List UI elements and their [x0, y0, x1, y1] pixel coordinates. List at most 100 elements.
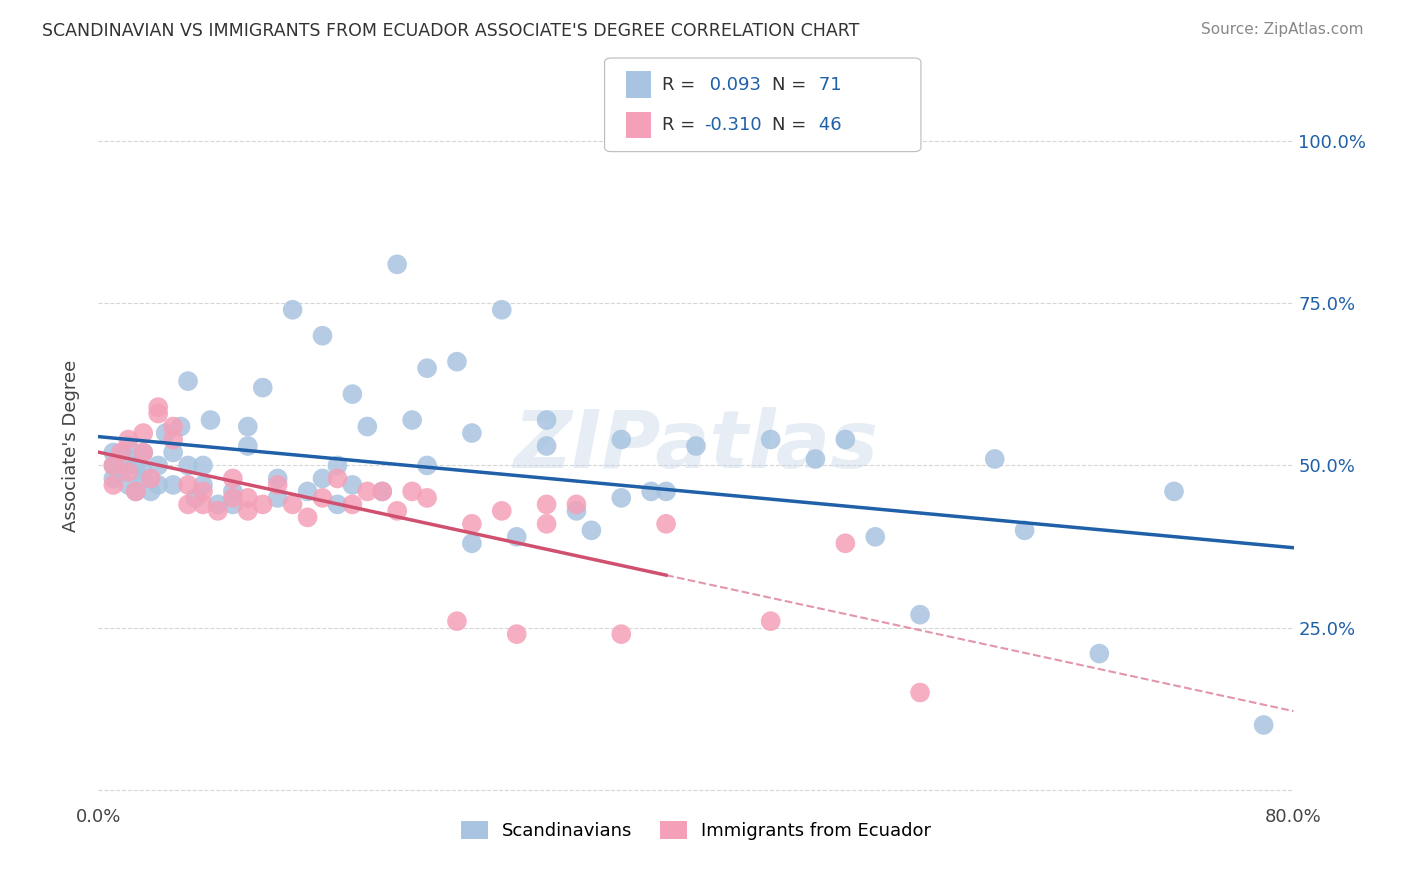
Point	[125, 458, 148, 473]
Point	[640, 484, 662, 499]
Point	[371, 484, 394, 499]
Point	[461, 536, 484, 550]
Point	[125, 484, 148, 499]
Point	[342, 478, 364, 492]
Point	[103, 445, 125, 459]
Point	[416, 458, 439, 473]
Point	[446, 614, 468, 628]
Point	[342, 387, 364, 401]
Legend: Scandinavians, Immigrants from Ecuador: Scandinavians, Immigrants from Ecuador	[454, 814, 938, 847]
Point	[148, 407, 170, 421]
Point	[297, 484, 319, 499]
Point	[252, 381, 274, 395]
Point	[117, 452, 139, 467]
Point	[401, 484, 423, 499]
Point	[416, 361, 439, 376]
Point	[326, 497, 349, 511]
Point	[461, 425, 484, 440]
Point	[610, 491, 633, 505]
Point	[865, 530, 887, 544]
Point	[371, 484, 394, 499]
Point	[311, 471, 333, 485]
Point	[356, 419, 378, 434]
Point	[759, 614, 782, 628]
Point	[200, 413, 222, 427]
Point	[281, 497, 304, 511]
Point	[446, 354, 468, 368]
Point	[125, 484, 148, 499]
Point	[1163, 484, 1185, 499]
Point	[908, 607, 931, 622]
Text: 71: 71	[813, 76, 841, 94]
Point	[311, 328, 333, 343]
Point	[834, 536, 856, 550]
Point	[804, 452, 827, 467]
Point	[162, 433, 184, 447]
Point	[117, 478, 139, 492]
Point	[759, 433, 782, 447]
Point	[222, 484, 245, 499]
Point	[565, 497, 588, 511]
Text: SCANDINAVIAN VS IMMIGRANTS FROM ECUADOR ASSOCIATE'S DEGREE CORRELATION CHART: SCANDINAVIAN VS IMMIGRANTS FROM ECUADOR …	[42, 22, 859, 40]
Point	[506, 530, 529, 544]
Point	[311, 491, 333, 505]
Point	[162, 445, 184, 459]
Point	[908, 685, 931, 699]
Point	[326, 471, 349, 485]
Point	[177, 458, 200, 473]
Point	[536, 516, 558, 531]
Point	[117, 439, 139, 453]
Point	[132, 471, 155, 485]
Point	[103, 458, 125, 473]
Point	[207, 497, 229, 511]
Point	[177, 497, 200, 511]
Point	[117, 433, 139, 447]
Point	[236, 419, 259, 434]
Point	[148, 478, 170, 492]
Point	[461, 516, 484, 531]
Point	[326, 458, 349, 473]
Point	[610, 627, 633, 641]
Point	[297, 510, 319, 524]
Text: N =: N =	[772, 76, 811, 94]
Point	[267, 491, 290, 505]
Point	[222, 491, 245, 505]
Point	[236, 439, 259, 453]
Point	[177, 374, 200, 388]
Point	[117, 465, 139, 479]
Text: ZIPatlas: ZIPatlas	[513, 407, 879, 485]
Point	[132, 445, 155, 459]
Point	[103, 478, 125, 492]
Point	[110, 465, 132, 479]
Point	[169, 419, 191, 434]
Point	[281, 302, 304, 317]
Text: -0.310: -0.310	[704, 116, 762, 134]
Point	[148, 400, 170, 414]
Point	[536, 439, 558, 453]
Point	[110, 445, 132, 459]
Point	[148, 458, 170, 473]
Point	[385, 257, 409, 271]
Point	[385, 504, 409, 518]
Point	[581, 524, 603, 538]
Point	[184, 491, 207, 505]
Point	[103, 471, 125, 485]
Point	[610, 433, 633, 447]
Point	[191, 478, 214, 492]
Point	[132, 465, 155, 479]
Point	[191, 484, 214, 499]
Point	[236, 491, 259, 505]
Point	[139, 471, 162, 485]
Point	[655, 484, 678, 499]
Point	[236, 504, 259, 518]
Point	[132, 445, 155, 459]
Point	[491, 302, 513, 317]
Point	[356, 484, 378, 499]
Point	[132, 425, 155, 440]
Text: 0.093: 0.093	[704, 76, 762, 94]
Text: N =: N =	[772, 116, 811, 134]
Point	[191, 458, 214, 473]
Point	[536, 497, 558, 511]
Point	[536, 413, 558, 427]
Y-axis label: Associate's Degree: Associate's Degree	[62, 359, 80, 533]
